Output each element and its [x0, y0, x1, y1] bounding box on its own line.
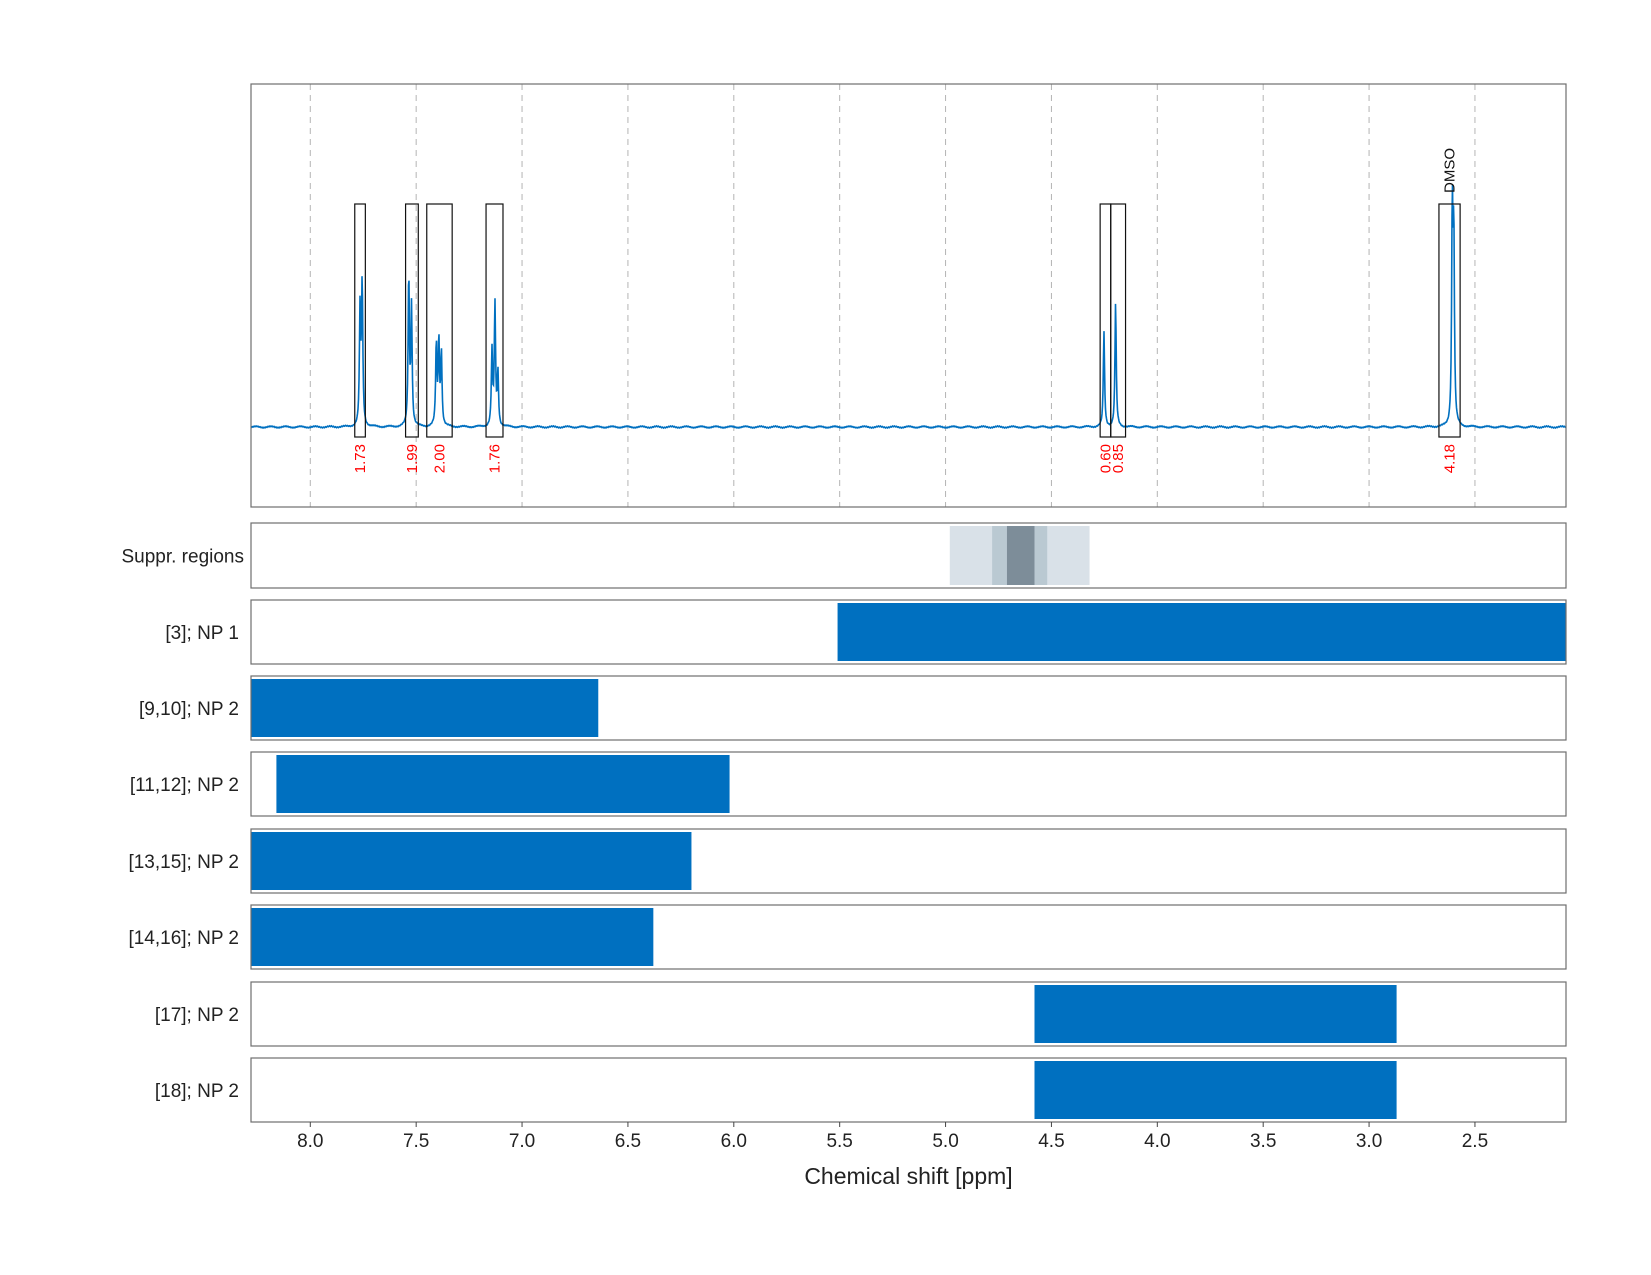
row-label: [18]; NP 2	[155, 1081, 239, 1102]
x-axis: Chemical shift [ppm] 8.0 7.5 7.0 6.5 6.0 5.5 5…	[297, 1122, 1488, 1189]
integral-value: 2.00	[431, 444, 448, 473]
row-bar	[251, 908, 654, 966]
x-tick-label: 3.5	[1250, 1131, 1276, 1152]
rows-panel: [3]; NP 1 [9,10]; NP 2 [11,12]; NP 2 [13,15…	[128, 599, 1567, 1123]
integral-box	[1110, 203, 1127, 438]
integral-box	[404, 203, 419, 438]
integral-box	[485, 203, 504, 438]
x-axis-title: Chemical shift [ppm]	[804, 1163, 1012, 1189]
x-tick-label: 8.0	[297, 1131, 323, 1152]
suppression-region	[1006, 526, 1035, 585]
integral-box	[426, 203, 453, 438]
x-tick-label: 7.5	[403, 1131, 429, 1152]
row-label: [11,12]; NP 2	[130, 775, 239, 796]
row-frame	[250, 1057, 1567, 1123]
x-tick-label: 4.0	[1144, 1131, 1170, 1152]
row-frame	[250, 904, 1567, 970]
suppression-frame	[250, 522, 1567, 589]
x-tick-label: 2.5	[1462, 1131, 1488, 1152]
row-frame	[250, 981, 1567, 1047]
integral-value: 1.99	[404, 444, 421, 473]
integral-value: 0.60	[1097, 444, 1114, 473]
x-tick-label: 3.0	[1356, 1131, 1382, 1152]
spectrum-line	[250, 184, 1567, 430]
row-label: [13,15]; NP 2	[128, 852, 239, 873]
x-tick-label: 4.5	[1038, 1131, 1064, 1152]
integral-value: 1.73	[352, 444, 369, 473]
x-tick-label: 7.0	[509, 1131, 535, 1152]
row-bar	[251, 832, 692, 890]
x-tick-label: 6.0	[721, 1131, 747, 1152]
integral-value: 0.85	[1110, 444, 1127, 473]
suppression-label: Suppr. regions	[121, 547, 244, 568]
row-label: [14,16]; NP 2	[128, 928, 239, 949]
spectrum-panel: 1.73 1.99 2.00 1.76 0.600.85 4.18 DMSO	[250, 83, 1567, 508]
row-bar	[276, 755, 730, 813]
suppression-panel: Suppr. regions	[121, 522, 1567, 589]
row-frame	[250, 675, 1567, 741]
peak-annotation: DMSO	[1442, 148, 1459, 193]
x-tick-label: 6.5	[615, 1131, 641, 1152]
row-frame	[250, 751, 1567, 817]
row-frame	[250, 828, 1567, 894]
x-tick-label: 5.0	[932, 1131, 958, 1152]
row-frame	[250, 599, 1567, 665]
row-label: [9,10]; NP 2	[139, 699, 239, 720]
row-label: [3]; NP 1	[165, 623, 239, 644]
row-bar	[251, 679, 599, 737]
x-tick-label: 5.5	[826, 1131, 852, 1152]
integral-box	[354, 203, 366, 438]
spectrum-frame	[250, 83, 1567, 508]
integral-value: 1.76	[487, 444, 504, 473]
row-bar	[1034, 1061, 1397, 1119]
integral-box	[1438, 203, 1461, 438]
integral-value: 4.18	[1442, 444, 1459, 473]
row-bar	[1034, 985, 1397, 1043]
row-bar	[837, 603, 1566, 661]
row-label: [17]; NP 2	[155, 1005, 239, 1026]
